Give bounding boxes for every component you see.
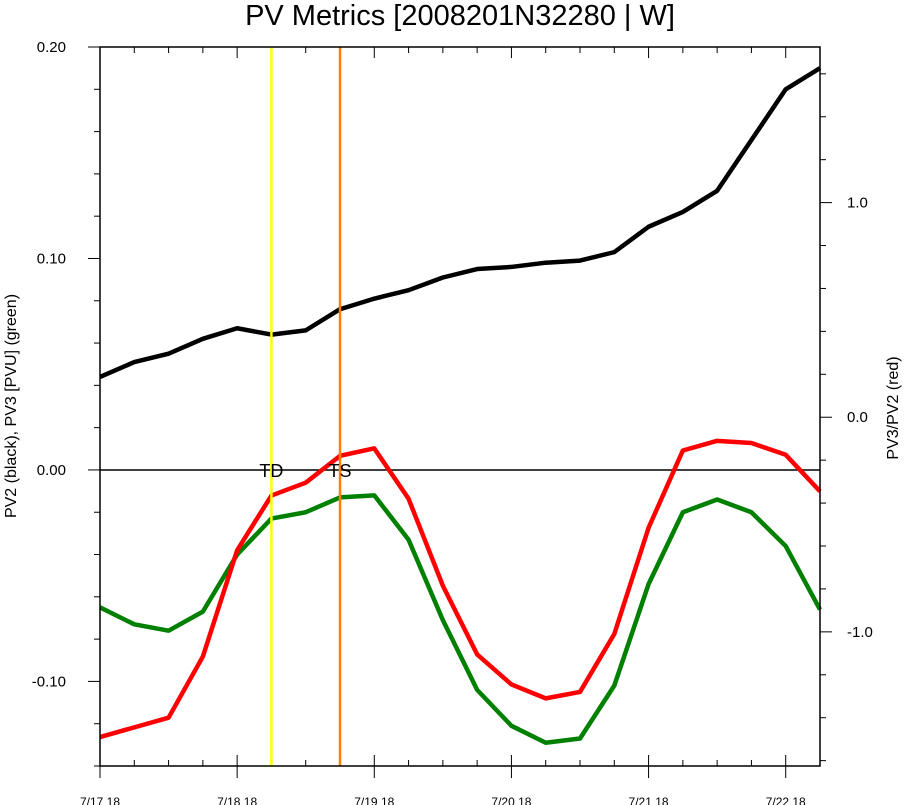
series-layer bbox=[99, 66, 822, 745]
axes-layer: 7/17 18 7/18 18 7/19 18 7/20 18 7/21 18 7/22 … bbox=[32, 39, 873, 805]
marker-label-td: TD bbox=[259, 461, 283, 481]
series-line-pv3 bbox=[99, 493, 822, 745]
y2-axis-label: PV3/PV2 (red) bbox=[885, 356, 902, 459]
chart-title: PV Metrics [2008201N32280 | W] bbox=[245, 0, 675, 32]
y-tick-label: 0.10 bbox=[37, 250, 66, 267]
series-line-pv2 bbox=[99, 66, 822, 379]
x-tick-label: 7/22 18 bbox=[766, 795, 806, 805]
x-tick-label: 7/19 18 bbox=[354, 795, 394, 805]
x-tick-label: 7/21 18 bbox=[629, 795, 669, 805]
y-axis-label: PV2 (black), PV3 [PVU] (green) bbox=[3, 294, 20, 518]
x-tick-label: 7/18 18 bbox=[217, 795, 257, 805]
series-line-pv3-pv2 bbox=[99, 438, 822, 740]
y-tick-label: -0.10 bbox=[32, 673, 66, 690]
marker-label-ts: TS bbox=[328, 461, 351, 481]
x-tick-label: 7/17 18 bbox=[80, 795, 120, 805]
y2-tick-label: 0.0 bbox=[847, 409, 868, 426]
y2-tick-label: -1.0 bbox=[847, 624, 873, 641]
y-tick-label: 0.20 bbox=[37, 39, 66, 56]
marker-layer: TD TS bbox=[259, 47, 352, 766]
y2-tick-label: 1.0 bbox=[847, 195, 868, 212]
plot-frame bbox=[99, 46, 821, 767]
x-tick-label: 7/20 18 bbox=[491, 795, 531, 805]
y-tick-label: 0.00 bbox=[37, 462, 66, 479]
